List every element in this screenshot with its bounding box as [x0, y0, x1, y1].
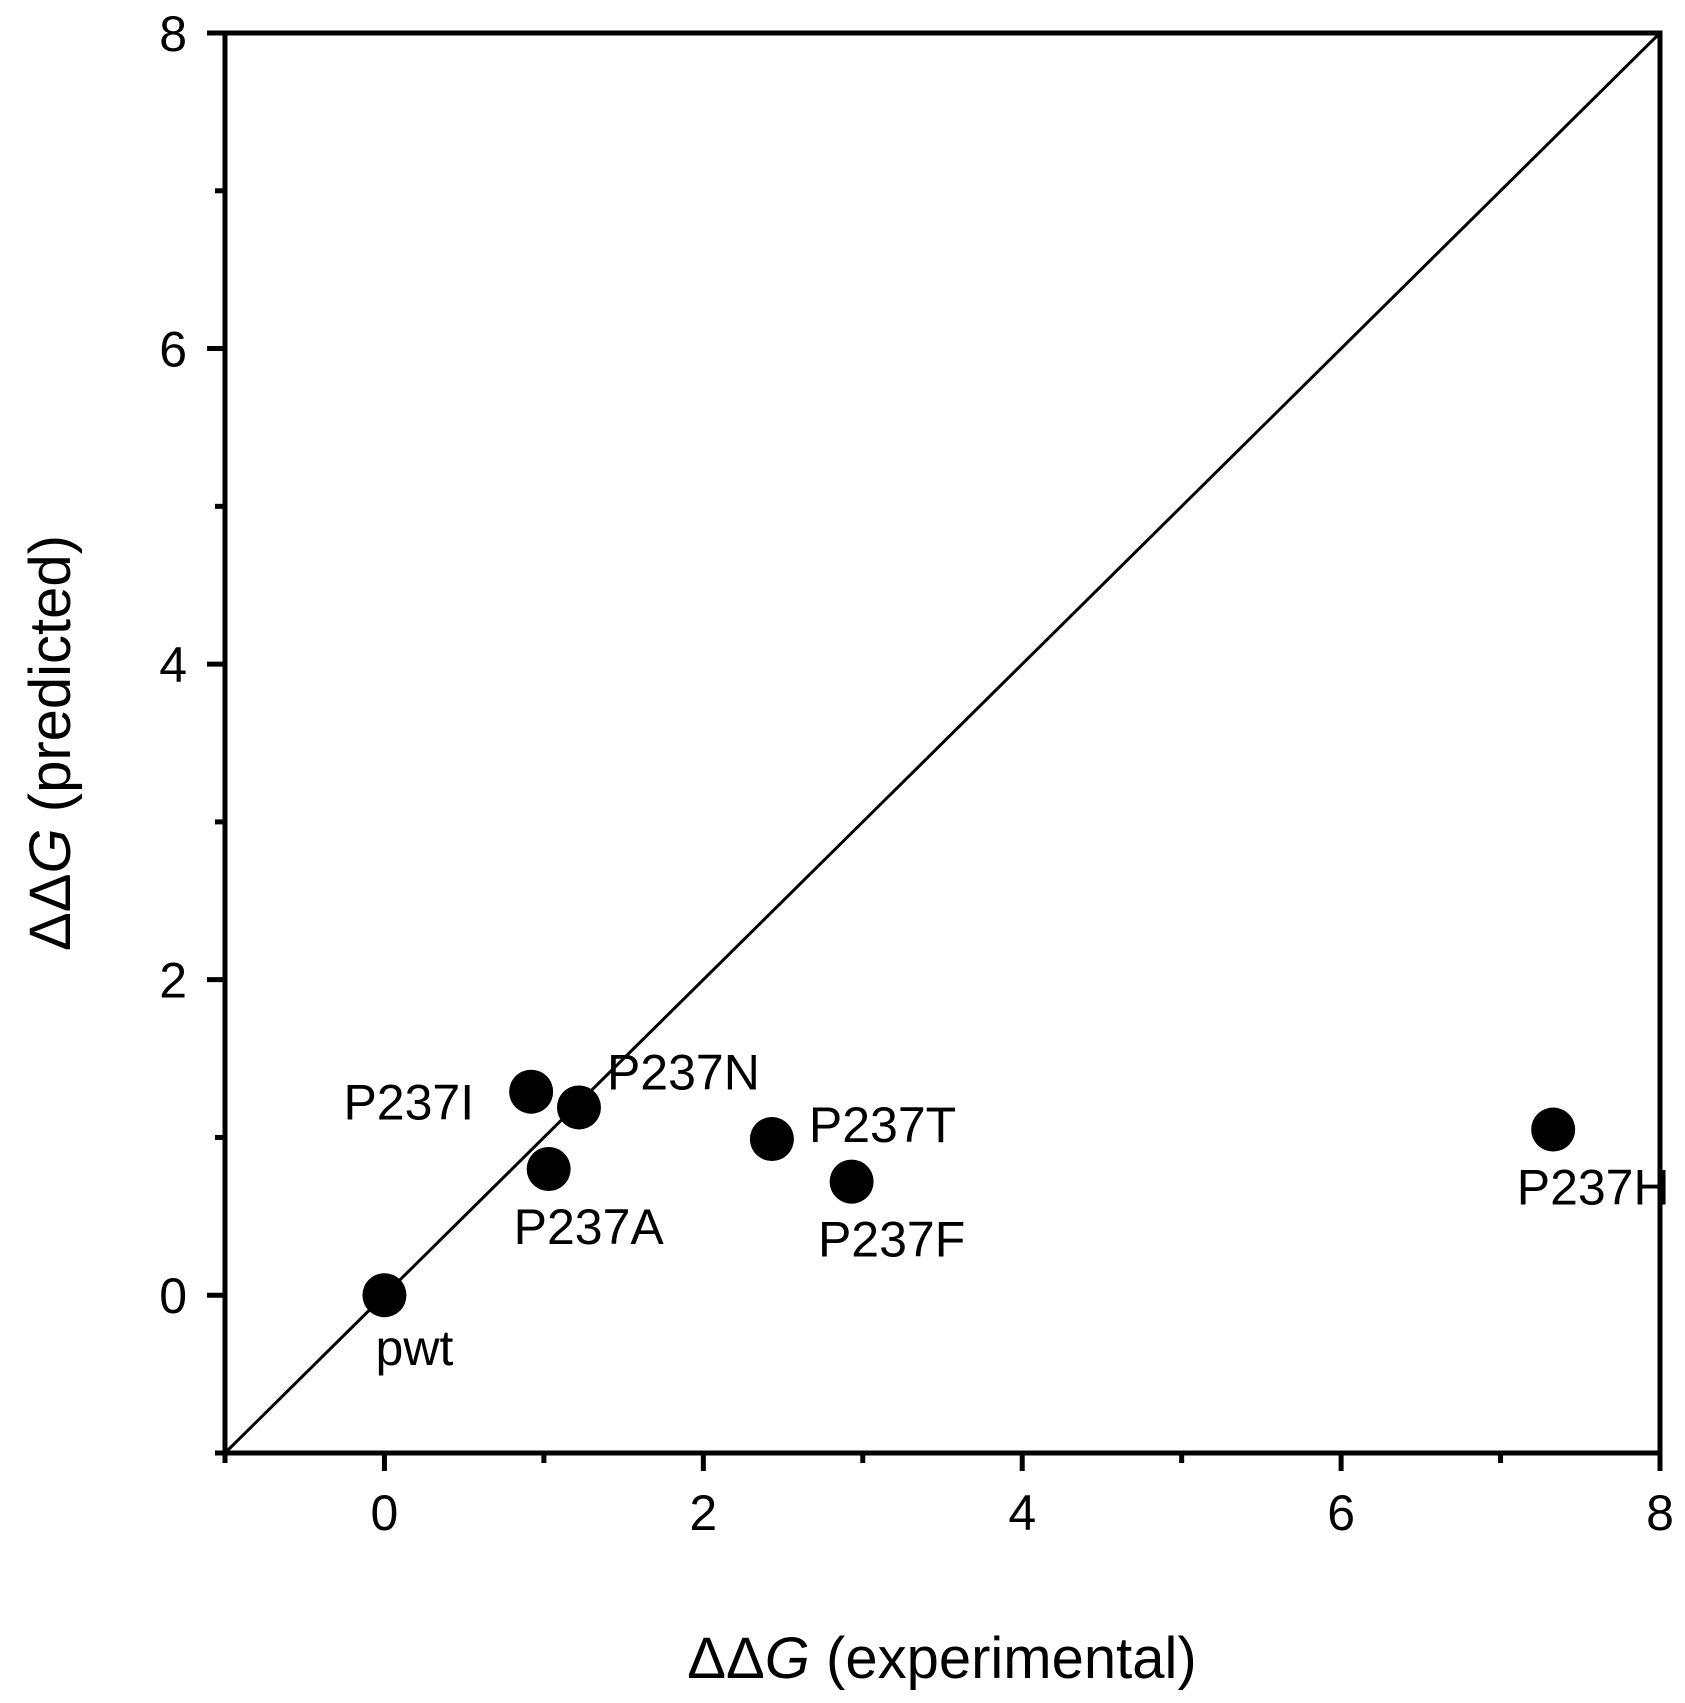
data-point-p237a [526, 1147, 571, 1191]
data-point-p237t [749, 1117, 794, 1162]
y-tick-label: 0 [159, 1268, 187, 1324]
x-tick-label: 6 [1327, 1485, 1355, 1541]
point-label-p237i: P237I [343, 1075, 474, 1131]
data-point-p237n [556, 1085, 601, 1130]
data-point-p237f [829, 1159, 874, 1204]
y-tick-label: 6 [159, 322, 187, 378]
point-label-p237f: P237F [818, 1212, 965, 1268]
data-point-p237i [509, 1069, 554, 1114]
y-tick-label: 4 [159, 637, 187, 693]
x-tick-label: 0 [371, 1485, 399, 1541]
point-label-pwt: pwt [376, 1320, 454, 1376]
identity-line [223, 31, 1662, 1455]
data-point-p237h [1531, 1107, 1576, 1152]
plot-frame [222, 30, 1663, 1456]
x-tick-label: 2 [689, 1485, 717, 1541]
data-point-pwt [362, 1273, 407, 1318]
point-label-p237t: P237T [809, 1097, 956, 1153]
y-tick-label: 8 [159, 6, 187, 62]
x-axis-title: ΔΔG (experimental) [687, 1626, 1196, 1691]
point-label-p237h: P237H [1517, 1160, 1670, 1216]
point-label-p237n: P237N [607, 1044, 760, 1100]
y-tick-label: 2 [159, 953, 187, 1009]
x-tick-label: 4 [1008, 1485, 1036, 1541]
y-axis-title: ΔΔG (predicted) [18, 535, 83, 951]
point-label-p237a: P237A [514, 1199, 665, 1255]
x-tick-label: 8 [1646, 1485, 1674, 1541]
